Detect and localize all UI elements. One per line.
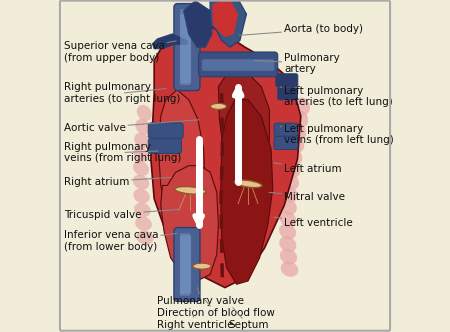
FancyBboxPatch shape [148,123,183,139]
Ellipse shape [234,180,262,188]
FancyBboxPatch shape [274,136,298,149]
FancyBboxPatch shape [202,59,274,71]
Ellipse shape [284,160,301,178]
Polygon shape [184,1,212,47]
Text: Left ventricle: Left ventricle [274,217,353,228]
Text: Superior vena cava
(from upper body): Superior vena cava (from upper body) [63,41,176,63]
Polygon shape [153,34,187,49]
Ellipse shape [280,198,297,215]
Polygon shape [210,0,247,47]
FancyBboxPatch shape [174,228,200,301]
FancyBboxPatch shape [180,233,190,296]
Text: Left atrium: Left atrium [274,163,342,174]
Ellipse shape [133,189,150,203]
Text: Aortic valve: Aortic valve [63,120,199,133]
Text: Pulmonary valve: Pulmonary valve [158,288,244,306]
FancyBboxPatch shape [148,138,181,153]
Text: Septum: Septum [228,308,269,330]
Ellipse shape [280,249,297,264]
Text: Pulmonary
artery: Pulmonary artery [254,53,340,74]
Ellipse shape [137,105,152,121]
Text: Aorta (to body): Aorta (to body) [239,24,363,35]
Ellipse shape [134,147,149,162]
Polygon shape [151,24,301,288]
Text: Right pulmonary
veins (from right lung): Right pulmonary veins (from right lung) [63,142,181,163]
Ellipse shape [211,103,226,109]
FancyBboxPatch shape [276,74,298,87]
Polygon shape [161,166,218,281]
Ellipse shape [288,135,304,153]
FancyBboxPatch shape [180,9,190,85]
Text: Right ventricle: Right ventricle [158,314,234,330]
FancyBboxPatch shape [180,15,191,83]
FancyBboxPatch shape [198,52,278,77]
FancyBboxPatch shape [180,235,191,294]
FancyBboxPatch shape [174,4,200,91]
Ellipse shape [133,161,149,176]
Polygon shape [220,100,273,284]
Ellipse shape [279,223,296,240]
Ellipse shape [281,186,298,202]
FancyBboxPatch shape [278,88,297,100]
Ellipse shape [135,119,151,135]
Ellipse shape [135,216,152,231]
Text: Left pulmonary
veins (from left lung): Left pulmonary veins (from left lung) [280,124,394,145]
Ellipse shape [291,123,306,140]
Ellipse shape [134,203,151,217]
Text: Direction of blood flow: Direction of blood flow [158,300,275,318]
Text: Tricuspid valve: Tricuspid valve [63,209,180,220]
Ellipse shape [287,148,302,165]
Ellipse shape [133,175,149,190]
Ellipse shape [279,236,297,252]
Ellipse shape [134,133,150,148]
Ellipse shape [281,261,298,277]
Ellipse shape [175,187,206,194]
Text: Left pulmonary
arteries (to left lung): Left pulmonary arteries (to left lung) [280,86,393,107]
Text: Right atrium: Right atrium [63,177,171,187]
Text: Right pulmonary
arteries (to right lung): Right pulmonary arteries (to right lung) [63,82,180,104]
Ellipse shape [283,173,299,190]
Ellipse shape [136,230,153,245]
Ellipse shape [193,263,211,269]
Text: Inferior vena cava
(from lower body): Inferior vena cava (from lower body) [63,230,177,252]
Polygon shape [158,90,205,225]
Ellipse shape [293,110,308,128]
Ellipse shape [295,98,310,115]
Polygon shape [218,70,270,179]
Text: Mitral valve: Mitral valve [269,192,345,202]
Polygon shape [212,0,238,37]
FancyBboxPatch shape [274,123,298,136]
Ellipse shape [279,211,296,227]
